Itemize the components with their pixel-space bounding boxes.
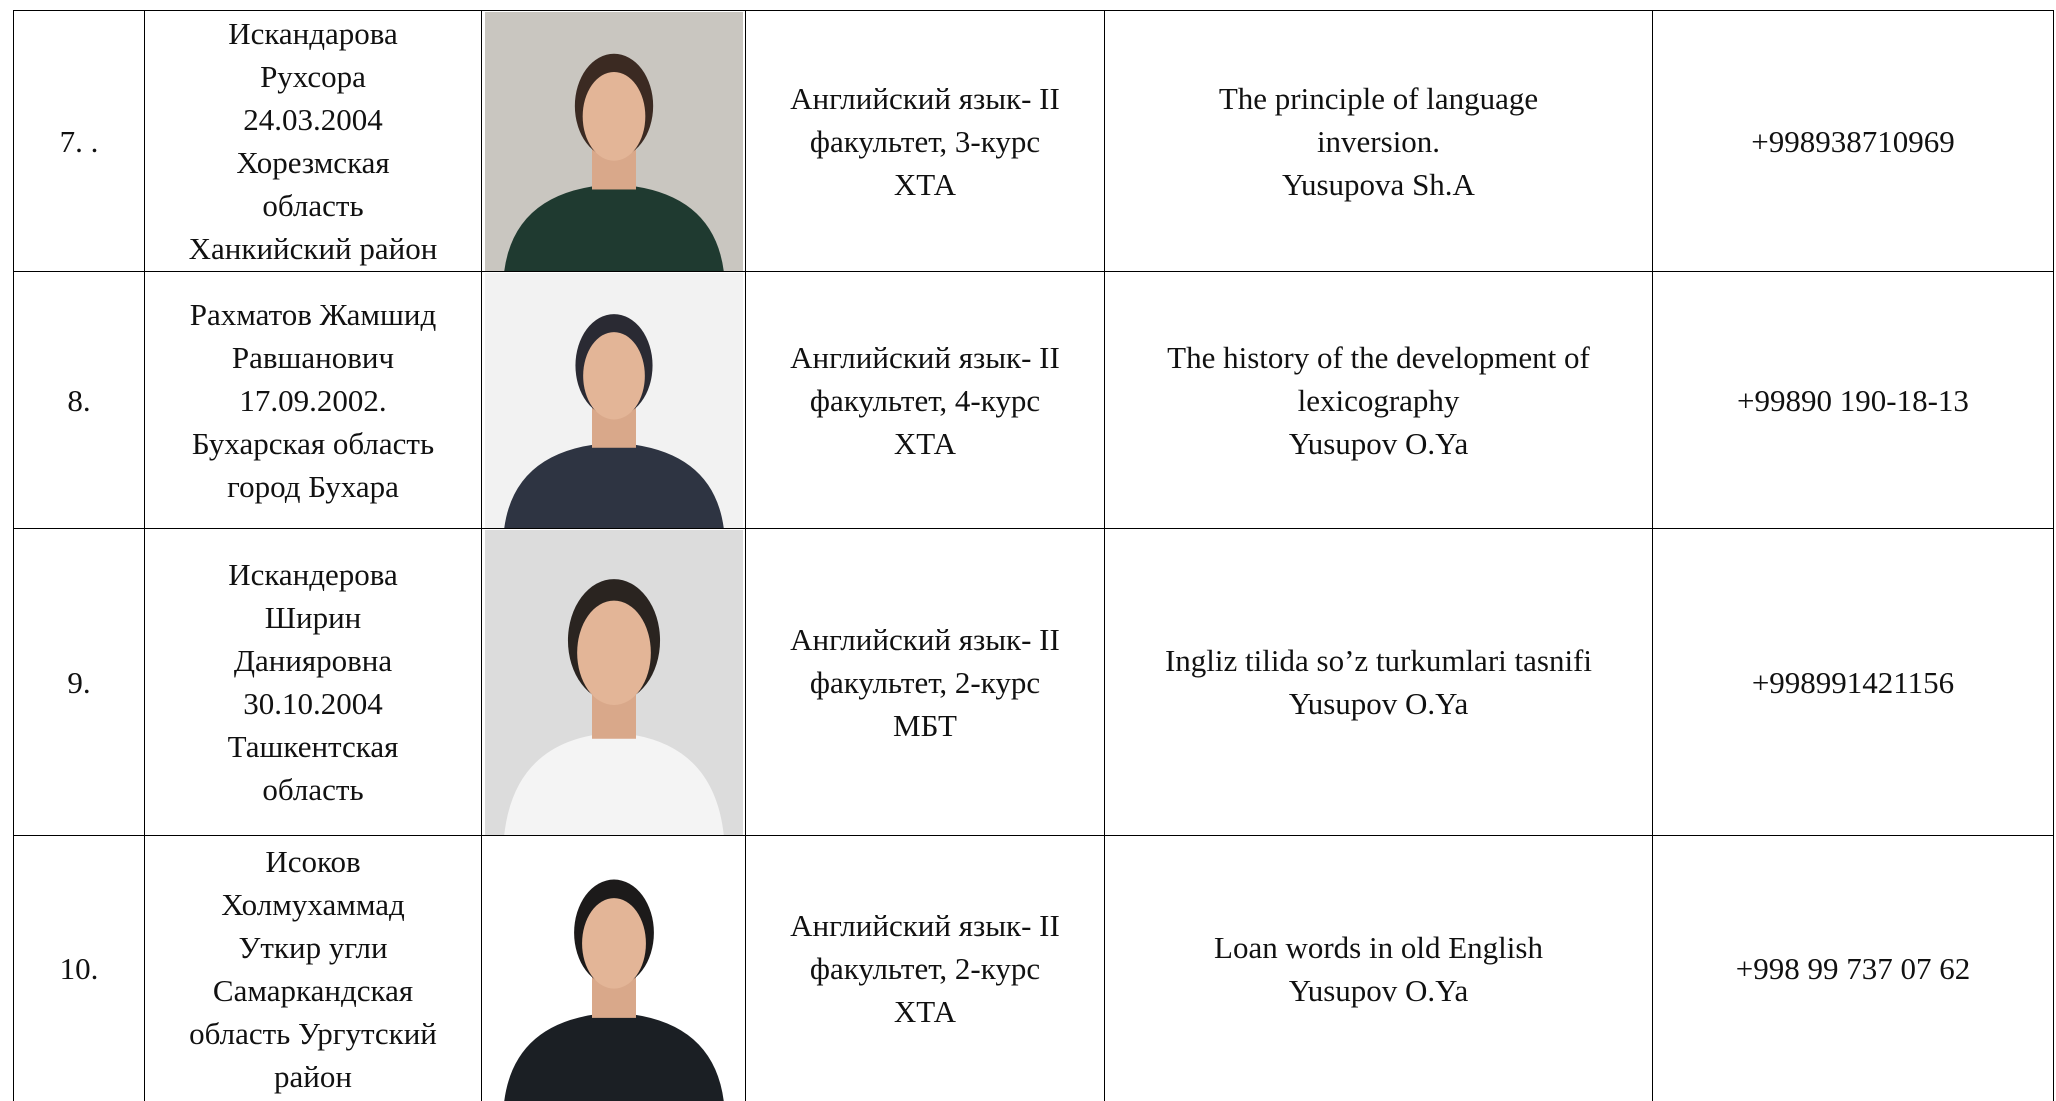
text-line: область Ургутский (189, 1015, 437, 1051)
text-line: 24.03.2004 (243, 102, 383, 137)
text-line: Данияровна (233, 643, 393, 678)
text-line: 8. (67, 382, 91, 418)
text-line: +998 99 737 07 62 (1735, 951, 1971, 986)
number-cell: 8. (13, 271, 145, 529)
text-line: 9. (67, 664, 91, 700)
name-cell: Исоков Холмухаммад Уткир угли Самаркандская… (144, 835, 482, 1101)
text-line: Рухсора (260, 59, 366, 94)
text-line: факультет, 2-курс (809, 664, 1041, 700)
text-line: Английский язык- II (790, 621, 1060, 657)
text-line: Ingliz tilida so’z turkumlari tasnifi (1164, 643, 1592, 678)
text-line: ХТА (893, 994, 957, 1029)
text-line: факультет, 4-курс (809, 382, 1041, 418)
text-line: Исоков (265, 843, 361, 879)
topic-cell: Loan words in old English Yusupov O.Ya (1104, 835, 1653, 1101)
text-line: область (262, 772, 364, 807)
program-cell: Английский язык- II факультет, 4-курс ХТА (745, 271, 1105, 529)
text-line: Английский язык- II (790, 339, 1060, 375)
text-line: 7. . (59, 123, 99, 159)
number-cell: 9. (13, 528, 145, 836)
text-line: ХТА (893, 166, 957, 202)
photo (485, 837, 743, 1101)
number-cell: 10. (13, 835, 145, 1101)
text-line: Yusupova Sh.A (1282, 166, 1475, 202)
topic-cell: The history of the development of lexicog… (1104, 271, 1653, 529)
text-line: Холмухаммад (221, 886, 405, 922)
text-line: Английский язык- II (790, 908, 1060, 943)
text-line: Хорезмская (236, 145, 390, 180)
text-line: Ташкентская (227, 729, 399, 764)
text-line: lexicography (1297, 382, 1460, 418)
number-cell: 7. . (13, 10, 145, 272)
program-cell: Английский язык- II факультет, 3-курс ХТА (745, 10, 1105, 272)
text-line: Loan words in old English (1214, 929, 1543, 965)
text-line: 30.10.2004 (243, 686, 383, 721)
text-line: Yusupov O.Ya (1288, 425, 1469, 461)
text-line: район (274, 1058, 352, 1094)
topic-cell: The principle of language inversion. Yusup… (1104, 10, 1653, 272)
photo-cell (481, 835, 746, 1101)
text-line: город Бухара (227, 468, 399, 504)
text-line: 10. (59, 951, 99, 986)
phone-cell: +99890 190-18-13 (1652, 271, 2054, 529)
text-line: Ширин (264, 600, 362, 635)
text-line: область (262, 188, 364, 223)
text-line: +99890 190-18-13 (1737, 382, 1969, 418)
text-line: +998938710969 (1751, 123, 1955, 159)
text-line: МБТ (893, 707, 957, 743)
text-line: The history of the development of (1167, 339, 1590, 375)
text-line: Бухарская область (191, 425, 435, 461)
text-line: The principle of language (1218, 80, 1539, 116)
text-line: 17.09.2002. (239, 382, 387, 418)
text-line: Искандерова (228, 557, 398, 592)
name-cell: Искандерова Ширин Данияровна 30.10.2004 Ташк… (144, 528, 482, 836)
text-line: ХТА (893, 425, 957, 461)
phone-cell: +998 99 737 07 62 (1652, 835, 2054, 1101)
text-line: факультет, 3-курс (809, 123, 1041, 159)
photo-cell (481, 528, 746, 836)
text-line: Самаркандская (212, 972, 414, 1008)
text-line: +998991421156 (1751, 664, 1955, 700)
program-cell: Английский язык- II факультет, 2-курс ХТА (745, 835, 1105, 1101)
photo (485, 12, 743, 271)
program-cell: Английский язык- II факультет, 2-курс МБТ (745, 528, 1105, 836)
photo (485, 273, 743, 528)
text-line: факультет, 2-курс (809, 951, 1041, 986)
phone-cell: +998938710969 (1652, 10, 2054, 272)
text-line: inversion. (1316, 123, 1441, 159)
text-line: Yusupov O.Ya (1288, 686, 1469, 721)
text-line: Равшанович (231, 339, 395, 375)
name-cell: Рахматов Жамшид Равшанович 17.09.2002. Буха… (144, 271, 482, 529)
photo-cell (481, 271, 746, 529)
text-line: Ханкийский район (188, 231, 438, 266)
topic-cell: Ingliz tilida so’z turkumlari tasnifi Yus… (1104, 528, 1653, 836)
text-line: Yusupov O.Ya (1288, 972, 1469, 1008)
text-line: Уткир угли (238, 929, 388, 965)
photo (485, 530, 743, 835)
photo-cell (481, 10, 746, 272)
text-line: Английский язык- II (790, 80, 1060, 116)
name-cell: Искандарова Рухсора 24.03.2004 Хорезмская об… (144, 10, 482, 272)
text-line: Искандарова (228, 16, 398, 51)
text-line: Рахматов Жамшид (189, 296, 437, 332)
phone-cell: +998991421156 (1652, 528, 2054, 836)
